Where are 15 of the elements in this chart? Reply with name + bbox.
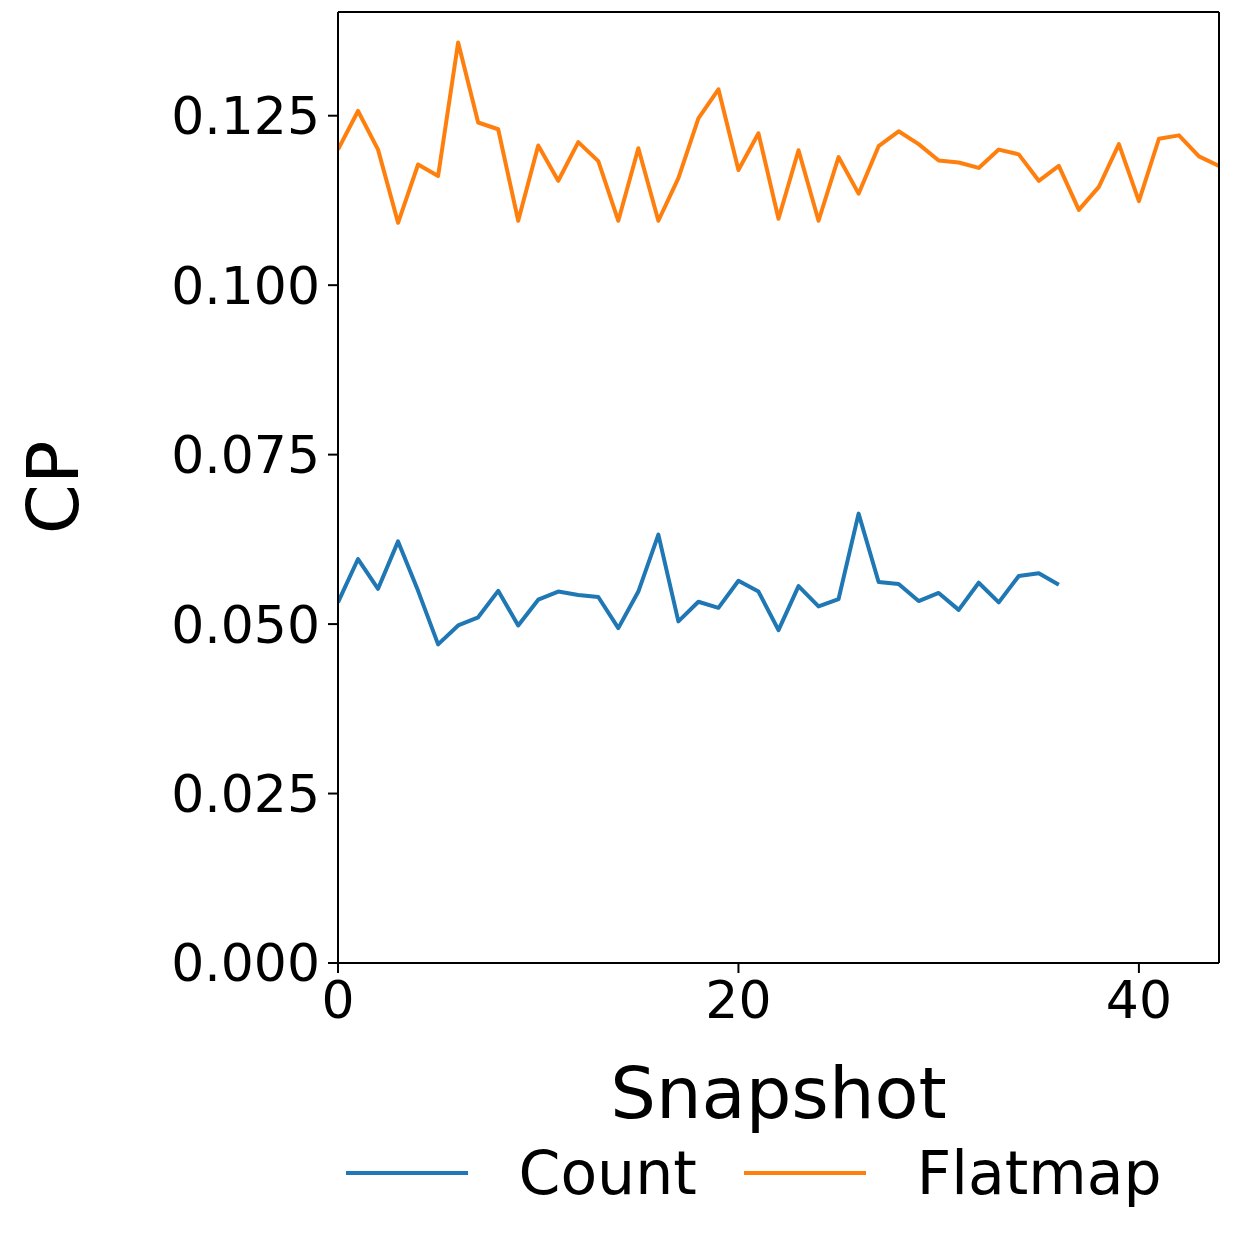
y-tick-label: 0.100: [171, 255, 320, 316]
legend-label: Count: [518, 1138, 697, 1208]
x-tick-label: 0: [321, 969, 355, 1030]
line-series: [338, 511, 1061, 647]
y-tick-label: 0.025: [171, 764, 320, 824]
x-tick-label: 40: [1105, 969, 1172, 1030]
line-series: [338, 40, 1219, 225]
y-axis-title: CP: [10, 440, 95, 535]
x-tick-label: 20: [705, 969, 772, 1030]
y-tick-label: 0.000: [171, 933, 320, 994]
y-tick-label: 0.125: [171, 86, 320, 147]
legend-label: Flatmap: [916, 1138, 1162, 1208]
x-axis-title: Snapshot: [610, 1051, 947, 1135]
y-tick-label: 0.050: [171, 594, 320, 655]
y-tick-label: 0.075: [171, 425, 320, 486]
